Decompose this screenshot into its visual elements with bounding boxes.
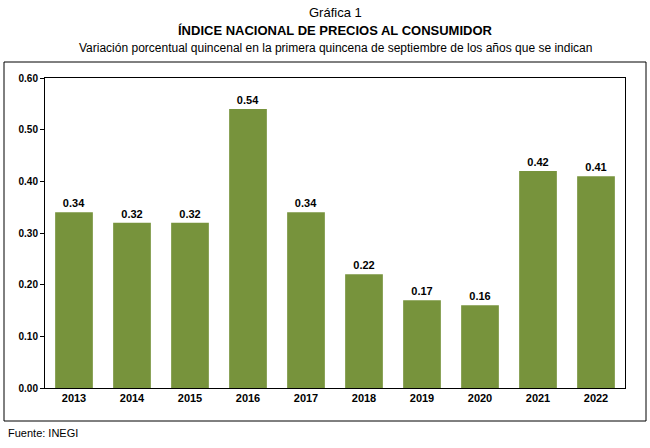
svg-text:2021: 2021 <box>526 392 550 404</box>
svg-text:Gráfica 1: Gráfica 1 <box>309 5 362 20</box>
svg-text:Variación porcentual quincenal: Variación porcentual quincenal en la pri… <box>79 41 592 55</box>
svg-text:2018: 2018 <box>352 392 376 404</box>
svg-text:0.40: 0.40 <box>19 176 39 187</box>
svg-text:0.32: 0.32 <box>121 208 142 220</box>
svg-text:0.34: 0.34 <box>63 197 85 209</box>
svg-text:0.17: 0.17 <box>411 285 432 297</box>
svg-text:0.41: 0.41 <box>585 161 606 173</box>
svg-text:2013: 2013 <box>62 392 86 404</box>
svg-text:0.30: 0.30 <box>19 228 39 239</box>
svg-text:0.60: 0.60 <box>19 73 39 84</box>
svg-text:0.42: 0.42 <box>527 156 548 168</box>
svg-text:Fuente: INEGI: Fuente: INEGI <box>8 427 78 439</box>
svg-text:0.00: 0.00 <box>19 383 39 394</box>
svg-text:2017: 2017 <box>294 392 318 404</box>
svg-text:2014: 2014 <box>120 392 145 404</box>
svg-text:2016: 2016 <box>236 392 260 404</box>
svg-text:2015: 2015 <box>178 392 202 404</box>
svg-text:0.10: 0.10 <box>19 331 39 342</box>
svg-text:0.50: 0.50 <box>19 124 39 135</box>
svg-text:0.34: 0.34 <box>295 197 317 209</box>
svg-text:ÍNDICE NACIONAL DE PRECIOS AL: ÍNDICE NACIONAL DE PRECIOS AL CONSUMIDOR <box>178 23 493 38</box>
svg-text:0.32: 0.32 <box>179 208 200 220</box>
svg-text:2020: 2020 <box>468 392 492 404</box>
svg-text:0.16: 0.16 <box>469 290 490 302</box>
svg-text:0.20: 0.20 <box>19 279 39 290</box>
svg-text:2019: 2019 <box>410 392 434 404</box>
svg-text:0.54: 0.54 <box>237 94 259 106</box>
svg-text:0.22: 0.22 <box>353 259 374 271</box>
svg-text:2022: 2022 <box>584 392 608 404</box>
